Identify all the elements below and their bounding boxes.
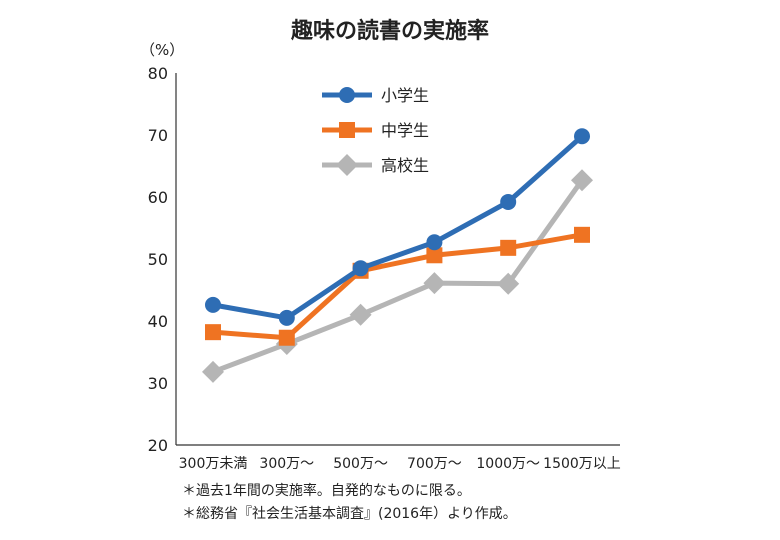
y-tick-label: 70: [148, 126, 168, 145]
x-tick-label: 300万未満: [179, 456, 248, 472]
data-point: [278, 329, 295, 346]
x-tick-label: 1500万以上: [543, 456, 621, 472]
data-point: [352, 260, 369, 277]
data-point: [426, 234, 443, 251]
series-1: [205, 226, 590, 346]
legend-item: 小学生: [322, 86, 429, 105]
data-point: [205, 324, 221, 341]
legend-marker: [336, 154, 358, 176]
series-line: [212, 178, 585, 375]
series-line: [212, 232, 583, 341]
data-point: [574, 226, 590, 243]
series-2: [202, 169, 593, 383]
y-axis-label: （%）: [140, 41, 184, 59]
y-tick-label: 80: [148, 64, 168, 83]
x-tick-label: 300万～: [259, 456, 314, 472]
x-tick-label: 1000万～: [476, 456, 540, 472]
data-point: [574, 128, 590, 145]
data-point: [278, 309, 295, 326]
y-tick-label: 30: [148, 374, 168, 393]
legend-label: 中学生: [381, 121, 429, 140]
legend-label: 高校生: [381, 156, 429, 175]
legend-marker: [339, 122, 355, 138]
legend-item: 中学生: [322, 121, 429, 140]
y-tick-label: 20: [148, 436, 168, 455]
data-point: [500, 193, 517, 210]
data-point: [349, 303, 372, 326]
data-point: [571, 169, 593, 192]
x-tick-label: 700万～: [407, 456, 462, 472]
data-point: [497, 272, 520, 295]
y-tick-label: 60: [148, 188, 168, 207]
chart-title: 趣味の読書の実施率: [290, 18, 489, 44]
y-tick-label: 50: [148, 250, 168, 269]
data-point: [202, 360, 224, 383]
legend-label: 小学生: [381, 86, 429, 105]
footnote-1: ＊過去1年間の実施率。自発的なものに限る。: [182, 483, 471, 499]
y-tick-label: 40: [148, 312, 168, 331]
series-line: [212, 134, 584, 321]
legend-item: 高校生: [322, 154, 429, 176]
series-0: [205, 128, 590, 326]
footnote-2: ＊総務省『社会生活基本調査』(2016年）より作成。: [182, 506, 517, 522]
data-point: [500, 239, 517, 256]
data-point: [205, 296, 221, 313]
x-tick-label: 500万～: [333, 456, 388, 472]
data-point: [423, 272, 446, 295]
data-point: [426, 247, 443, 264]
legend-marker: [339, 87, 355, 103]
